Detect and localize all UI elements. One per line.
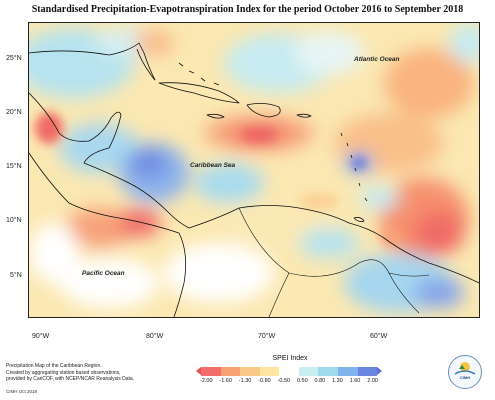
logo-emblem-icon	[454, 362, 476, 375]
legend-colorbar	[196, 367, 383, 376]
lon-tick: 60°W	[370, 333, 388, 340]
legend-swatch	[259, 367, 280, 376]
legend-swatch	[357, 367, 378, 376]
lon-tick: 70°W	[258, 333, 276, 340]
footnote-line: Created by aggregating station based obs…	[6, 369, 121, 376]
legend-tick-label: -1.60	[219, 378, 232, 384]
legend-swatch	[201, 367, 221, 376]
footnote-line: provided by CariCOF, with NCEP/NCAR Rean…	[6, 376, 135, 382]
legend-tick-label: 0.80	[314, 378, 326, 384]
legend-tick-label: 0.50	[296, 378, 308, 384]
atlantic-ocean-label: Atlantic Ocean	[354, 56, 400, 63]
lon-tick: 80°W	[146, 333, 164, 340]
map-credit: CIMH Oct 2018	[6, 389, 38, 394]
legend-tick-label: -1.30	[238, 378, 252, 384]
lat-tick: 10°N	[6, 217, 22, 224]
map-title: Standardised Precipitation-Evapotranspir…	[31, 4, 464, 15]
map-footnote: Precipitation Map of the Caribbean Regio…	[6, 363, 171, 383]
lat-tick: 20°N	[6, 109, 22, 116]
legend-arrow-high	[377, 367, 383, 375]
legend-swatch	[318, 367, 338, 376]
legend-swatch	[279, 367, 299, 376]
legend-tick-label: 2.00	[367, 378, 378, 384]
legend-swatch	[220, 367, 241, 376]
cimh-logo: CIMH	[448, 355, 482, 389]
pacific-ocean-label: Pacific Ocean	[82, 270, 125, 277]
legend-tick-label: -0.80	[258, 378, 271, 384]
caribbean-sea-label: Caribbean Sea	[190, 162, 236, 169]
legend-tick-label: 1.60	[349, 378, 361, 384]
legend-swatch	[298, 367, 319, 376]
map-panel[interactable]	[28, 22, 480, 318]
footnote-line: Precipitation Map of the Caribbean Regio…	[6, 363, 102, 369]
legend-swatch	[240, 367, 260, 376]
legend-ticks: -2.00 -1.60 -1.30 -0.80 -0.50 0.50 0.80 1.30 1.6…	[200, 378, 378, 384]
legend-swatch	[337, 367, 358, 376]
legend-tick-label: 1.30	[332, 378, 343, 384]
legend-tick-label: -2.00	[200, 378, 213, 384]
spei-map	[29, 23, 479, 317]
logo-text: CIMH	[459, 375, 471, 380]
lon-tick: 90°W	[32, 333, 50, 340]
legend-arrow-low	[196, 367, 201, 375]
lat-tick: 25°N	[6, 55, 22, 62]
lat-tick: 15°N	[6, 163, 22, 170]
legend-title: SPEI Index	[272, 355, 308, 362]
lat-tick: 5°N	[10, 272, 22, 279]
legend-tick-label: -0.50	[277, 378, 291, 384]
